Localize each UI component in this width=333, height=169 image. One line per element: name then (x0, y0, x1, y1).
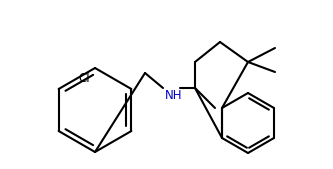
Text: NH: NH (165, 89, 182, 102)
Text: Cl: Cl (78, 72, 90, 85)
